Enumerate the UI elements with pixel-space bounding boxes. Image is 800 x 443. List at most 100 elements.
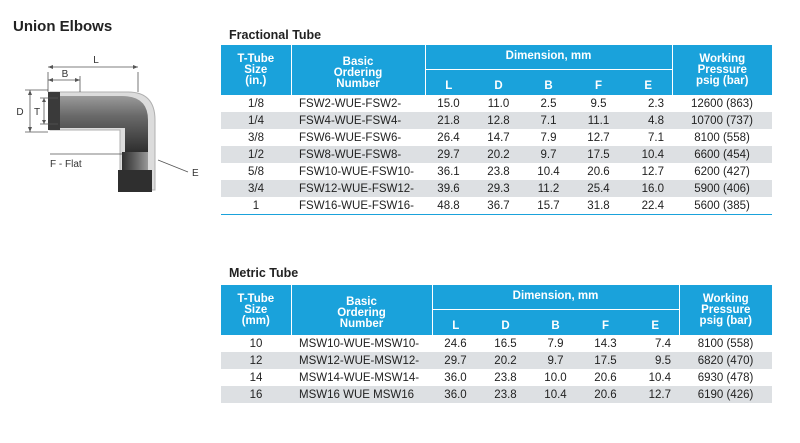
cell-l: 36.0 xyxy=(432,386,479,403)
fractional-section-title: Fractional Tube xyxy=(229,28,322,42)
cell-d: 20.2 xyxy=(479,352,532,369)
cell-e: 4.8 xyxy=(625,112,672,129)
cell-d: 29.3 xyxy=(472,180,525,197)
cell-pressure: 6600 (454) xyxy=(672,146,772,163)
cell-e: 9.5 xyxy=(632,352,679,369)
cell-size: 1/8 xyxy=(248,97,264,110)
cell-pressure: 6930 (478) xyxy=(697,371,754,384)
cell-d: 23.8 xyxy=(494,371,517,384)
union-elbow-drawing: L B D T F - Flat E xyxy=(16,55,199,192)
cell-d: 23.8 xyxy=(479,386,532,403)
cell-b: 9.7 xyxy=(525,146,572,163)
bottom-nut xyxy=(118,170,152,192)
cell-b: 2.5 xyxy=(540,97,557,110)
header-dim-b: B xyxy=(525,69,572,95)
cell-d: 11.0 xyxy=(487,97,510,110)
table-row: 1 FSW16-WUE-FSW16- 48.8 36.7 15.7 31.8 2… xyxy=(221,197,772,215)
cell-order: MSW10-WUE-MSW10- xyxy=(299,337,420,350)
cell-pressure: 6820 (470) xyxy=(679,352,772,369)
cell-l: 48.8 xyxy=(425,197,472,215)
cell-e: 22.4 xyxy=(625,197,672,215)
cell-size: 12 xyxy=(221,352,291,369)
cell-size: 10 xyxy=(249,337,263,350)
cell-b: 7.9 xyxy=(540,131,557,144)
cell-l: 39.6 xyxy=(425,180,472,197)
header-dim-e: E xyxy=(632,309,679,335)
cell-f: 11.1 xyxy=(572,112,625,129)
cell-pressure: 5600 (385) xyxy=(672,197,772,215)
elbow-dark-horizontal xyxy=(58,96,148,152)
header-working-pressure: Working Pressure psig (bar) xyxy=(678,285,772,335)
cell-l: 36.0 xyxy=(444,371,467,384)
cell-pressure: 8100 (558) xyxy=(697,337,754,350)
cell-size: 5/8 xyxy=(248,165,264,178)
cell-e: 2.3 xyxy=(648,97,664,110)
cell-order: FSW10-WUE-FSW10- xyxy=(299,165,414,178)
cell-d: 20.2 xyxy=(472,146,525,163)
cell-l: 26.4 xyxy=(437,131,460,144)
cell-e: 7.1 xyxy=(648,131,664,144)
cell-order: FSW12-WUE-FSW12- xyxy=(291,180,425,197)
cell-order: MSW16 WUE MSW16 xyxy=(291,386,432,403)
table-row: 16 MSW16 WUE MSW16 36.0 23.8 10.4 20.6 1… xyxy=(221,386,772,403)
cell-order: FSW2-WUE-FSW2- xyxy=(299,97,402,110)
header-working-pressure: Working Pressure psig (bar) xyxy=(671,45,772,95)
cell-order: MSW14-WUE-MSW14- xyxy=(299,371,420,384)
header-dim-f: F xyxy=(572,69,625,95)
table-row: 3/8 FSW6-WUE-FSW6- 26.4 14.7 7.9 12.7 7.… xyxy=(221,129,772,146)
cell-b: 15.7 xyxy=(525,197,572,215)
cell-order: FSW6-WUE-FSW6- xyxy=(299,131,402,144)
cell-size: 3/8 xyxy=(248,131,264,144)
fractional-table: T-Tube Size (in.) Basic Ordering Number Dime… xyxy=(221,45,772,215)
cell-size: 3/4 xyxy=(221,180,291,197)
cell-f: 17.5 xyxy=(572,146,625,163)
cell-b: 10.0 xyxy=(544,371,567,384)
cell-f: 20.6 xyxy=(594,371,617,384)
cell-order: MSW12-WUE-MSW12- xyxy=(291,352,432,369)
header-dim-l: L xyxy=(432,309,479,335)
cell-size: 1/4 xyxy=(221,112,291,129)
cell-pressure: 8100 (558) xyxy=(694,131,750,144)
header-dim-b: B xyxy=(532,309,579,335)
cell-e: 12.7 xyxy=(632,386,679,403)
cell-pressure: 10700 (737) xyxy=(672,112,772,129)
cell-order: FSW16-WUE-FSW16- xyxy=(291,197,425,215)
header-dim-d: D xyxy=(472,69,525,95)
cell-f: 20.6 xyxy=(587,165,610,178)
cell-d: 14.7 xyxy=(487,131,510,144)
table-row: 1/4 FSW4-WUE-FSW4- 21.8 12.8 7.1 11.1 4.… xyxy=(221,112,772,129)
label-e: E xyxy=(192,168,199,179)
cell-pressure: 6190 (426) xyxy=(679,386,772,403)
cell-order: FSW4-WUE-FSW4- xyxy=(291,112,425,129)
cell-e: 10.4 xyxy=(625,146,672,163)
table-row: 14 MSW14-WUE-MSW14- 36.0 23.8 10.0 20.6 … xyxy=(221,369,772,386)
cell-l: 36.1 xyxy=(437,165,460,178)
cell-size: 14 xyxy=(249,371,263,384)
table-row: 10 MSW10-WUE-MSW10- 24.6 16.5 7.9 14.3 7… xyxy=(221,335,772,352)
table-row: 12 MSW12-WUE-MSW12- 29.7 20.2 9.7 17.5 9… xyxy=(221,352,772,369)
cell-e: 12.7 xyxy=(641,165,664,178)
cell-l: 29.7 xyxy=(432,352,479,369)
left-nut xyxy=(48,92,60,130)
cell-size: 16 xyxy=(221,386,291,403)
page-title: Union Elbows xyxy=(13,18,113,35)
cell-l: 24.6 xyxy=(444,337,467,350)
cell-size: 1 xyxy=(221,197,291,215)
cell-b: 9.7 xyxy=(532,352,579,369)
cell-b: 7.9 xyxy=(547,337,564,350)
header-dim-l: L xyxy=(425,69,472,95)
header-dimension: Dimension, mm xyxy=(425,45,672,70)
label-d: D xyxy=(16,107,23,118)
table-row: 5/8 FSW10-WUE-FSW10- 36.1 23.8 10.4 20.6… xyxy=(221,163,772,180)
cell-d: 12.8 xyxy=(472,112,525,129)
table-row: 1/8 FSW2-WUE-FSW2- 15.0 11.0 2.5 9.5 2.3… xyxy=(221,95,772,112)
metric-section-title: Metric Tube xyxy=(229,266,299,280)
header-dim-f: F xyxy=(579,309,632,335)
cell-f: 31.8 xyxy=(572,197,625,215)
cell-d: 16.5 xyxy=(494,337,517,350)
cell-e: 16.0 xyxy=(625,180,672,197)
metric-table: T-Tube Size (mm) Basic Ordering Number Dimen… xyxy=(221,285,772,403)
cell-l: 29.7 xyxy=(425,146,472,163)
label-l: L xyxy=(93,55,99,66)
cell-e: 10.4 xyxy=(648,371,671,384)
